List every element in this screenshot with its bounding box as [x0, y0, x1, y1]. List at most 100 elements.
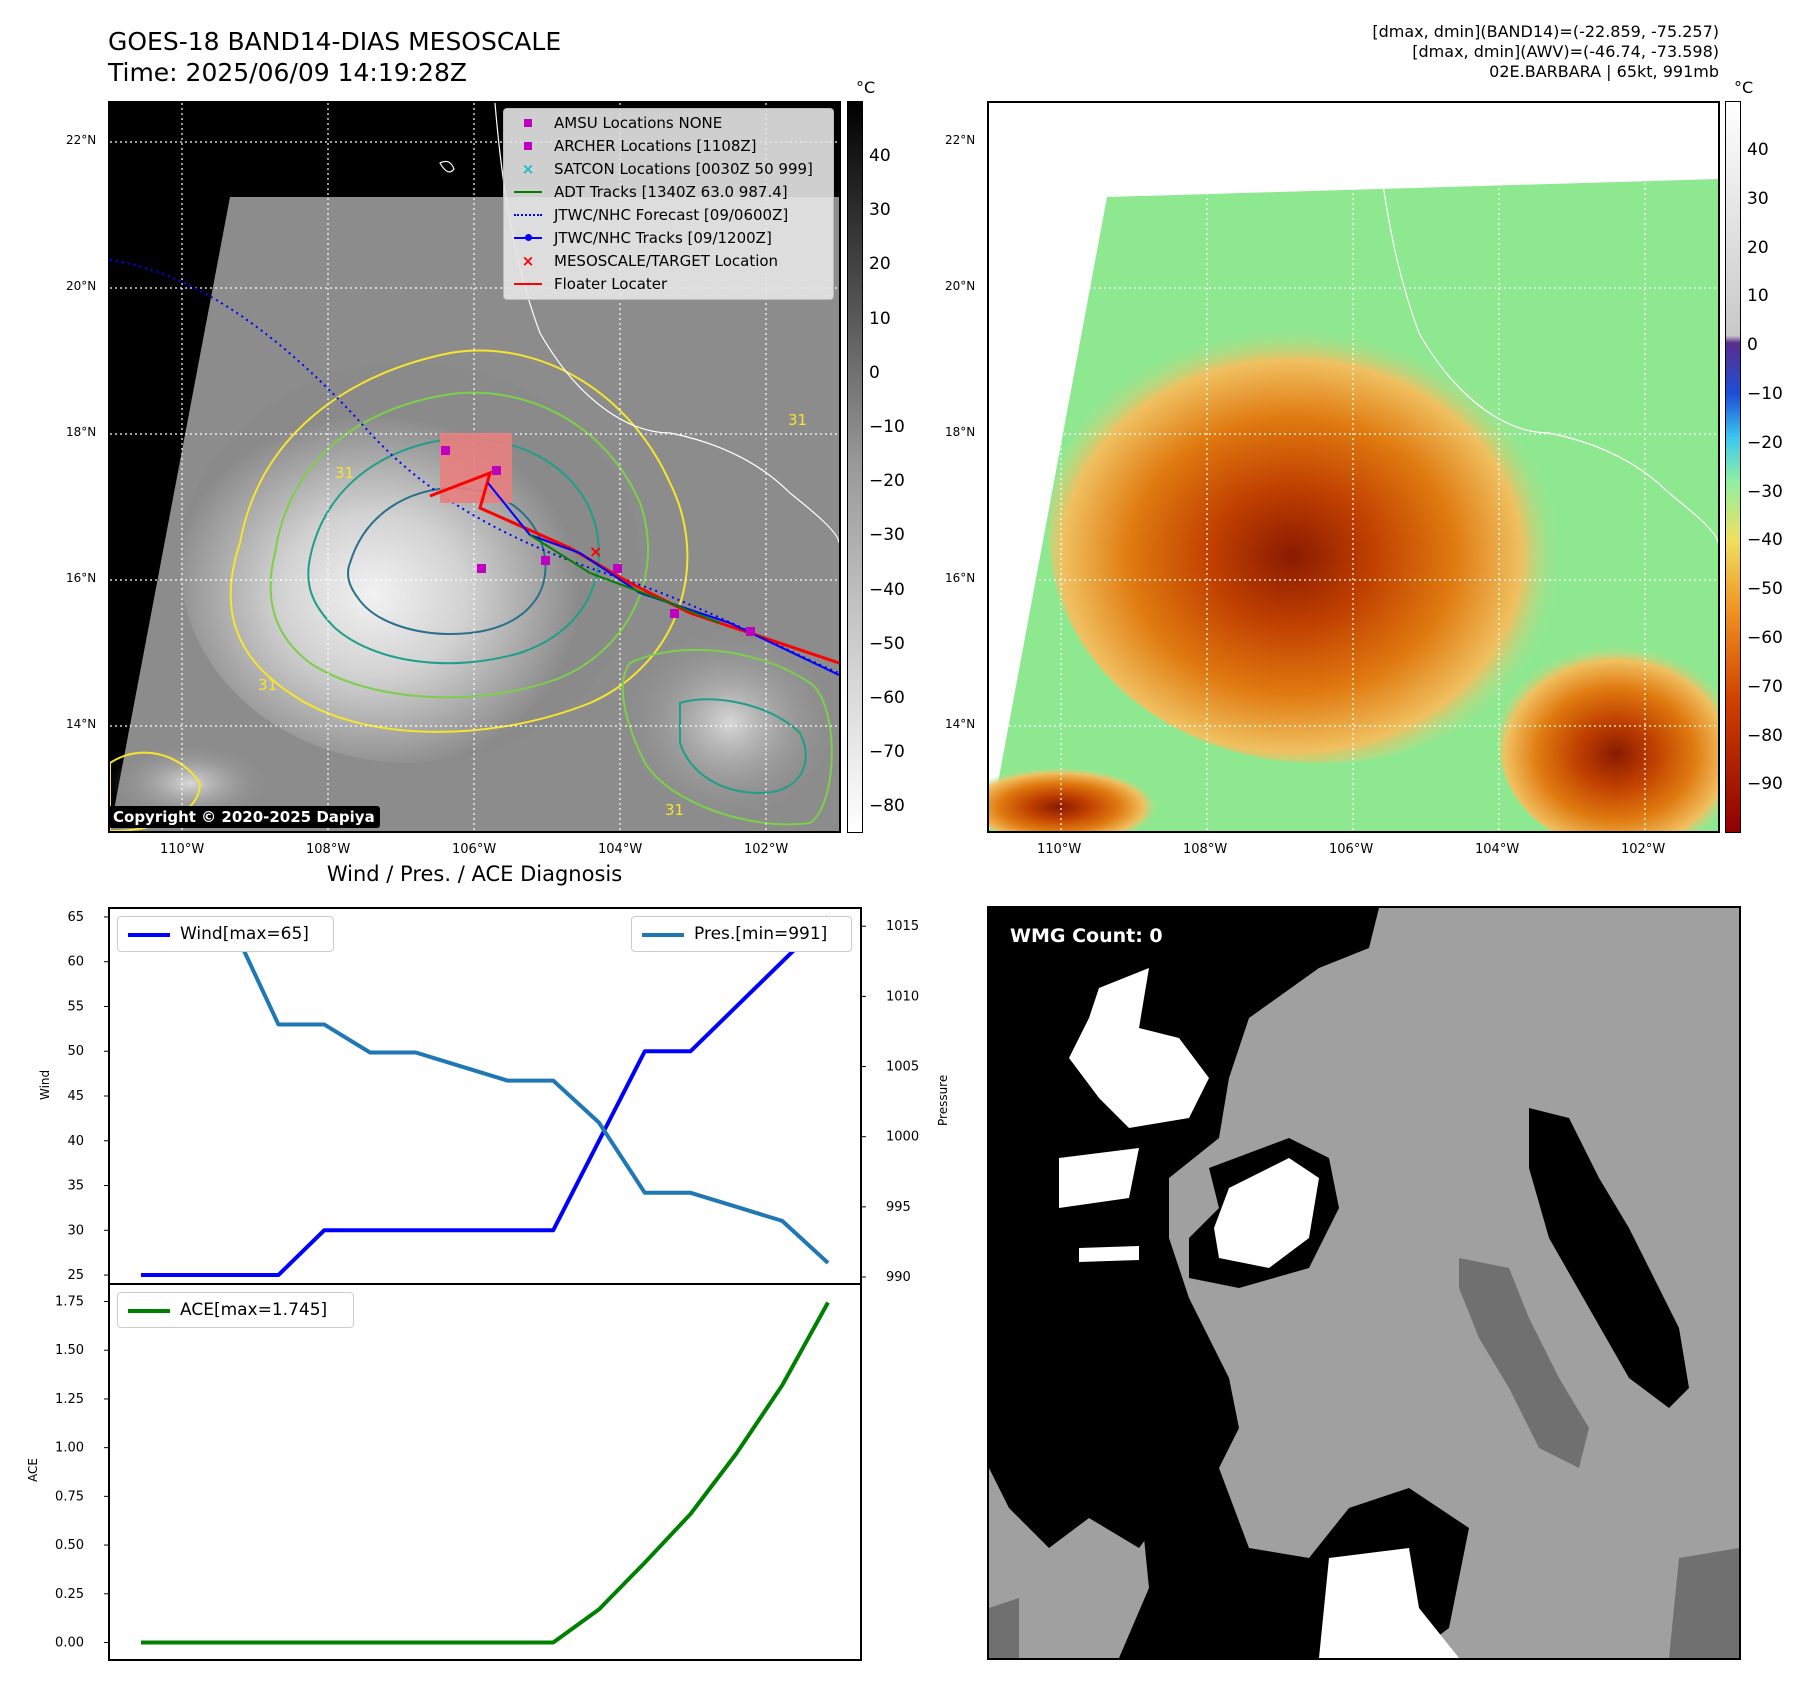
colorbar-enhanced-tick: −70 — [1747, 676, 1783, 697]
ace-frame — [108, 1283, 862, 1661]
colorbar-gray-tick: 40 — [869, 146, 891, 166]
ace-tick-label: 1.75 — [55, 1295, 84, 1310]
colorbar-gray-tick: 30 — [869, 200, 891, 221]
colorbar-enhanced-tick: 30 — [1747, 188, 1769, 209]
colorbar-gray-tick: −70 — [869, 742, 905, 763]
wind-tick-label: 30 — [67, 1223, 84, 1238]
colorbar-gray-tick: −50 — [869, 633, 905, 654]
wind-pressure-frame — [108, 907, 862, 1285]
lon-label: 104°W — [598, 842, 643, 857]
adt-track-green — [529, 534, 721, 624]
wind-tick-label: 45 — [67, 1089, 84, 1104]
lat-label: 22°N — [945, 133, 976, 147]
pressure-series-line — [141, 924, 830, 1265]
target-marker: × — [589, 542, 602, 561]
cloud-band-se — [1499, 633, 1718, 831]
ace-legend: ACE[max=1.745] — [117, 1292, 354, 1328]
colorbar-enhanced-tick: 20 — [1747, 237, 1769, 258]
wmg-black-region — [1529, 1108, 1689, 1408]
contour-yellow-sw — [110, 751, 202, 831]
pressure-tick-label: 1015 — [886, 919, 919, 934]
pressure-tick-label: 990 — [886, 1270, 911, 1285]
lon-label: 110°W — [160, 842, 205, 857]
storm-info: [dmax, dmin](BAND14)=(-22.859, -75.257) … — [1372, 22, 1719, 82]
wmg-canvas — [989, 908, 1739, 1658]
colorbar-gray — [847, 101, 863, 833]
pressure-tick-label: 995 — [886, 1200, 911, 1215]
contour-label: 31 — [335, 464, 354, 482]
contour-yellow — [229, 349, 689, 733]
pressure-legend-label: Pres.[min=991] — [694, 924, 828, 944]
ir-color-map-panel — [987, 101, 1720, 833]
info-band14: [dmax, dmin](BAND14)=(-22.859, -75.257) — [1372, 22, 1719, 41]
title-line1: GOES-18 BAND14-DIAS MESOSCALE — [108, 27, 562, 56]
legend-target: × MESOSCALE/TARGET Location — [521, 252, 779, 270]
wmg-dark-gray-region — [1669, 1548, 1739, 1658]
ace-tick-label: 1.25 — [55, 1392, 84, 1407]
contour-teal — [307, 436, 600, 665]
colorbar-enhanced — [1725, 101, 1741, 833]
contour-green-se — [621, 648, 833, 826]
wind-tick-label: 35 — [67, 1179, 84, 1194]
lon-label: 102°W — [1621, 842, 1666, 857]
legend-amsu: AMSU Locations NONE — [504, 112, 833, 134]
wmg-dark-gray-region — [989, 1598, 1019, 1658]
ace-tick-label: 0.50 — [55, 1538, 84, 1553]
legend-forecast: JTWC/NHC Forecast [09/0600Z] — [504, 204, 833, 226]
wind-legend-line — [128, 933, 170, 937]
info-storm: 02E.BARBARA | 65kt, 991mb — [1489, 62, 1719, 81]
contour-teal-se — [679, 698, 807, 795]
lon-label: 106°W — [1329, 842, 1374, 857]
ace-tick-label: 0.25 — [55, 1587, 84, 1602]
island — [439, 160, 455, 173]
title-line2: Time: 2025/06/09 14:19:28Z — [108, 58, 467, 87]
ace-tick-label: 0.75 — [55, 1489, 84, 1504]
wind-axis-label: Wind — [38, 1069, 52, 1100]
pressure-legend-line — [642, 933, 684, 937]
ace-legend-label: ACE[max=1.745] — [180, 1300, 328, 1320]
colorbar-enhanced-tick: −60 — [1747, 628, 1783, 648]
wmg-white-region — [1214, 1158, 1319, 1268]
archer-markers — [441, 446, 755, 636]
contour-label: 31 — [258, 676, 277, 694]
pressure-tick-label: 1000 — [886, 1130, 919, 1145]
colorbar-unit: °C — [1734, 78, 1754, 97]
lon-label: 104°W — [1475, 842, 1520, 857]
lat-label: 16°N — [945, 571, 976, 585]
lat-label: 14°N — [66, 717, 97, 731]
wind-tick-label: 55 — [67, 999, 84, 1014]
colorbar-enhanced-tick: −10 — [1747, 384, 1783, 404]
lat-label: 20°N — [945, 279, 976, 293]
wind-legend-label: Wind[max=65] — [180, 924, 309, 944]
wind-tick-label: 40 — [67, 1134, 84, 1149]
contour-green — [269, 391, 649, 699]
colorbar-gray-tick: 20 — [869, 254, 891, 275]
legend-floater: Floater Locater — [504, 273, 833, 295]
colorbar-enhanced-tick: −30 — [1747, 481, 1783, 502]
pressure-axis-label: Pressure — [936, 1074, 950, 1126]
ace-series-line — [141, 1301, 830, 1645]
legend-archer: ARCHER Locations [1108Z] — [504, 135, 833, 157]
contour-label: 31 — [788, 411, 807, 429]
ace-tick-label: 1.50 — [55, 1343, 84, 1358]
colorbar-gray-tick: −20 — [869, 471, 905, 492]
diagnosis-title: Wind / Pres. / ACE Diagnosis — [326, 862, 623, 886]
colorbar-gray-tick: −30 — [869, 525, 905, 546]
colorbar-enhanced-tick: 0 — [1747, 335, 1758, 356]
ir-map-canvas: 31 31 31 31 × — [110, 103, 839, 831]
diagnosis-chart: 25 30 35 40 45 50 55 60 65 990 995 1000 1005 1010 1015… — [55, 907, 919, 1661]
lat-label: 16°N — [66, 571, 97, 585]
colorbar-enhanced-tick: 10 — [1747, 286, 1769, 307]
info-awv: [dmax, dmin](AWV)=(-46.74, -73.598) — [1412, 42, 1719, 61]
wind-tick-label: 60 — [67, 955, 84, 970]
pressure-tick-label: 1010 — [886, 989, 919, 1004]
lat-label: 18°N — [66, 425, 97, 439]
wmg-white-region — [1059, 1148, 1139, 1208]
wmg-white-region — [1079, 1246, 1139, 1262]
colorbar-enhanced-tick: 40 — [1747, 140, 1769, 160]
wmg-dark-gray-region — [1459, 1258, 1589, 1468]
lon-label: 106°W — [452, 842, 497, 857]
colorbar-gray-tick: −60 — [869, 688, 905, 708]
wind-tick-label: 65 — [67, 910, 84, 925]
colorbar-gray-tick: −80 — [869, 796, 905, 817]
